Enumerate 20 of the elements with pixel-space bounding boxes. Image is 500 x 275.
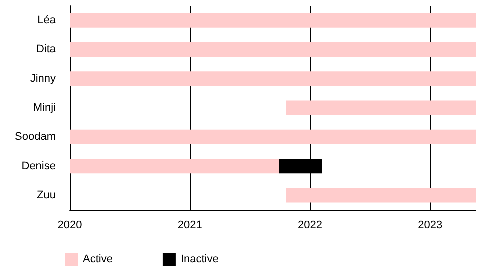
bar [70,13,476,28]
legend-label: Inactive [180,254,219,266]
bar [286,100,476,116]
y-tick-label: Léa [38,14,57,27]
y-tick-label: Dita [36,44,57,56]
y-tick-label: Denise [22,160,56,172]
x-tick-label: 2023 [418,220,443,232]
y-tick-label: Soodam [15,131,56,144]
legend-label: Active [83,254,113,266]
y-tick-label: Zuu [37,189,56,202]
x-tick-label: 2020 [58,220,82,232]
bar [70,72,476,86]
bar [70,130,476,144]
x-tick-label: 2022 [298,220,322,232]
y-tick-label: Minji [33,102,56,114]
x-tick-label: 2021 [178,220,202,232]
y-tick-label: Jinny [30,72,56,85]
bar [286,188,476,203]
bar [70,42,476,57]
bar [70,159,280,174]
